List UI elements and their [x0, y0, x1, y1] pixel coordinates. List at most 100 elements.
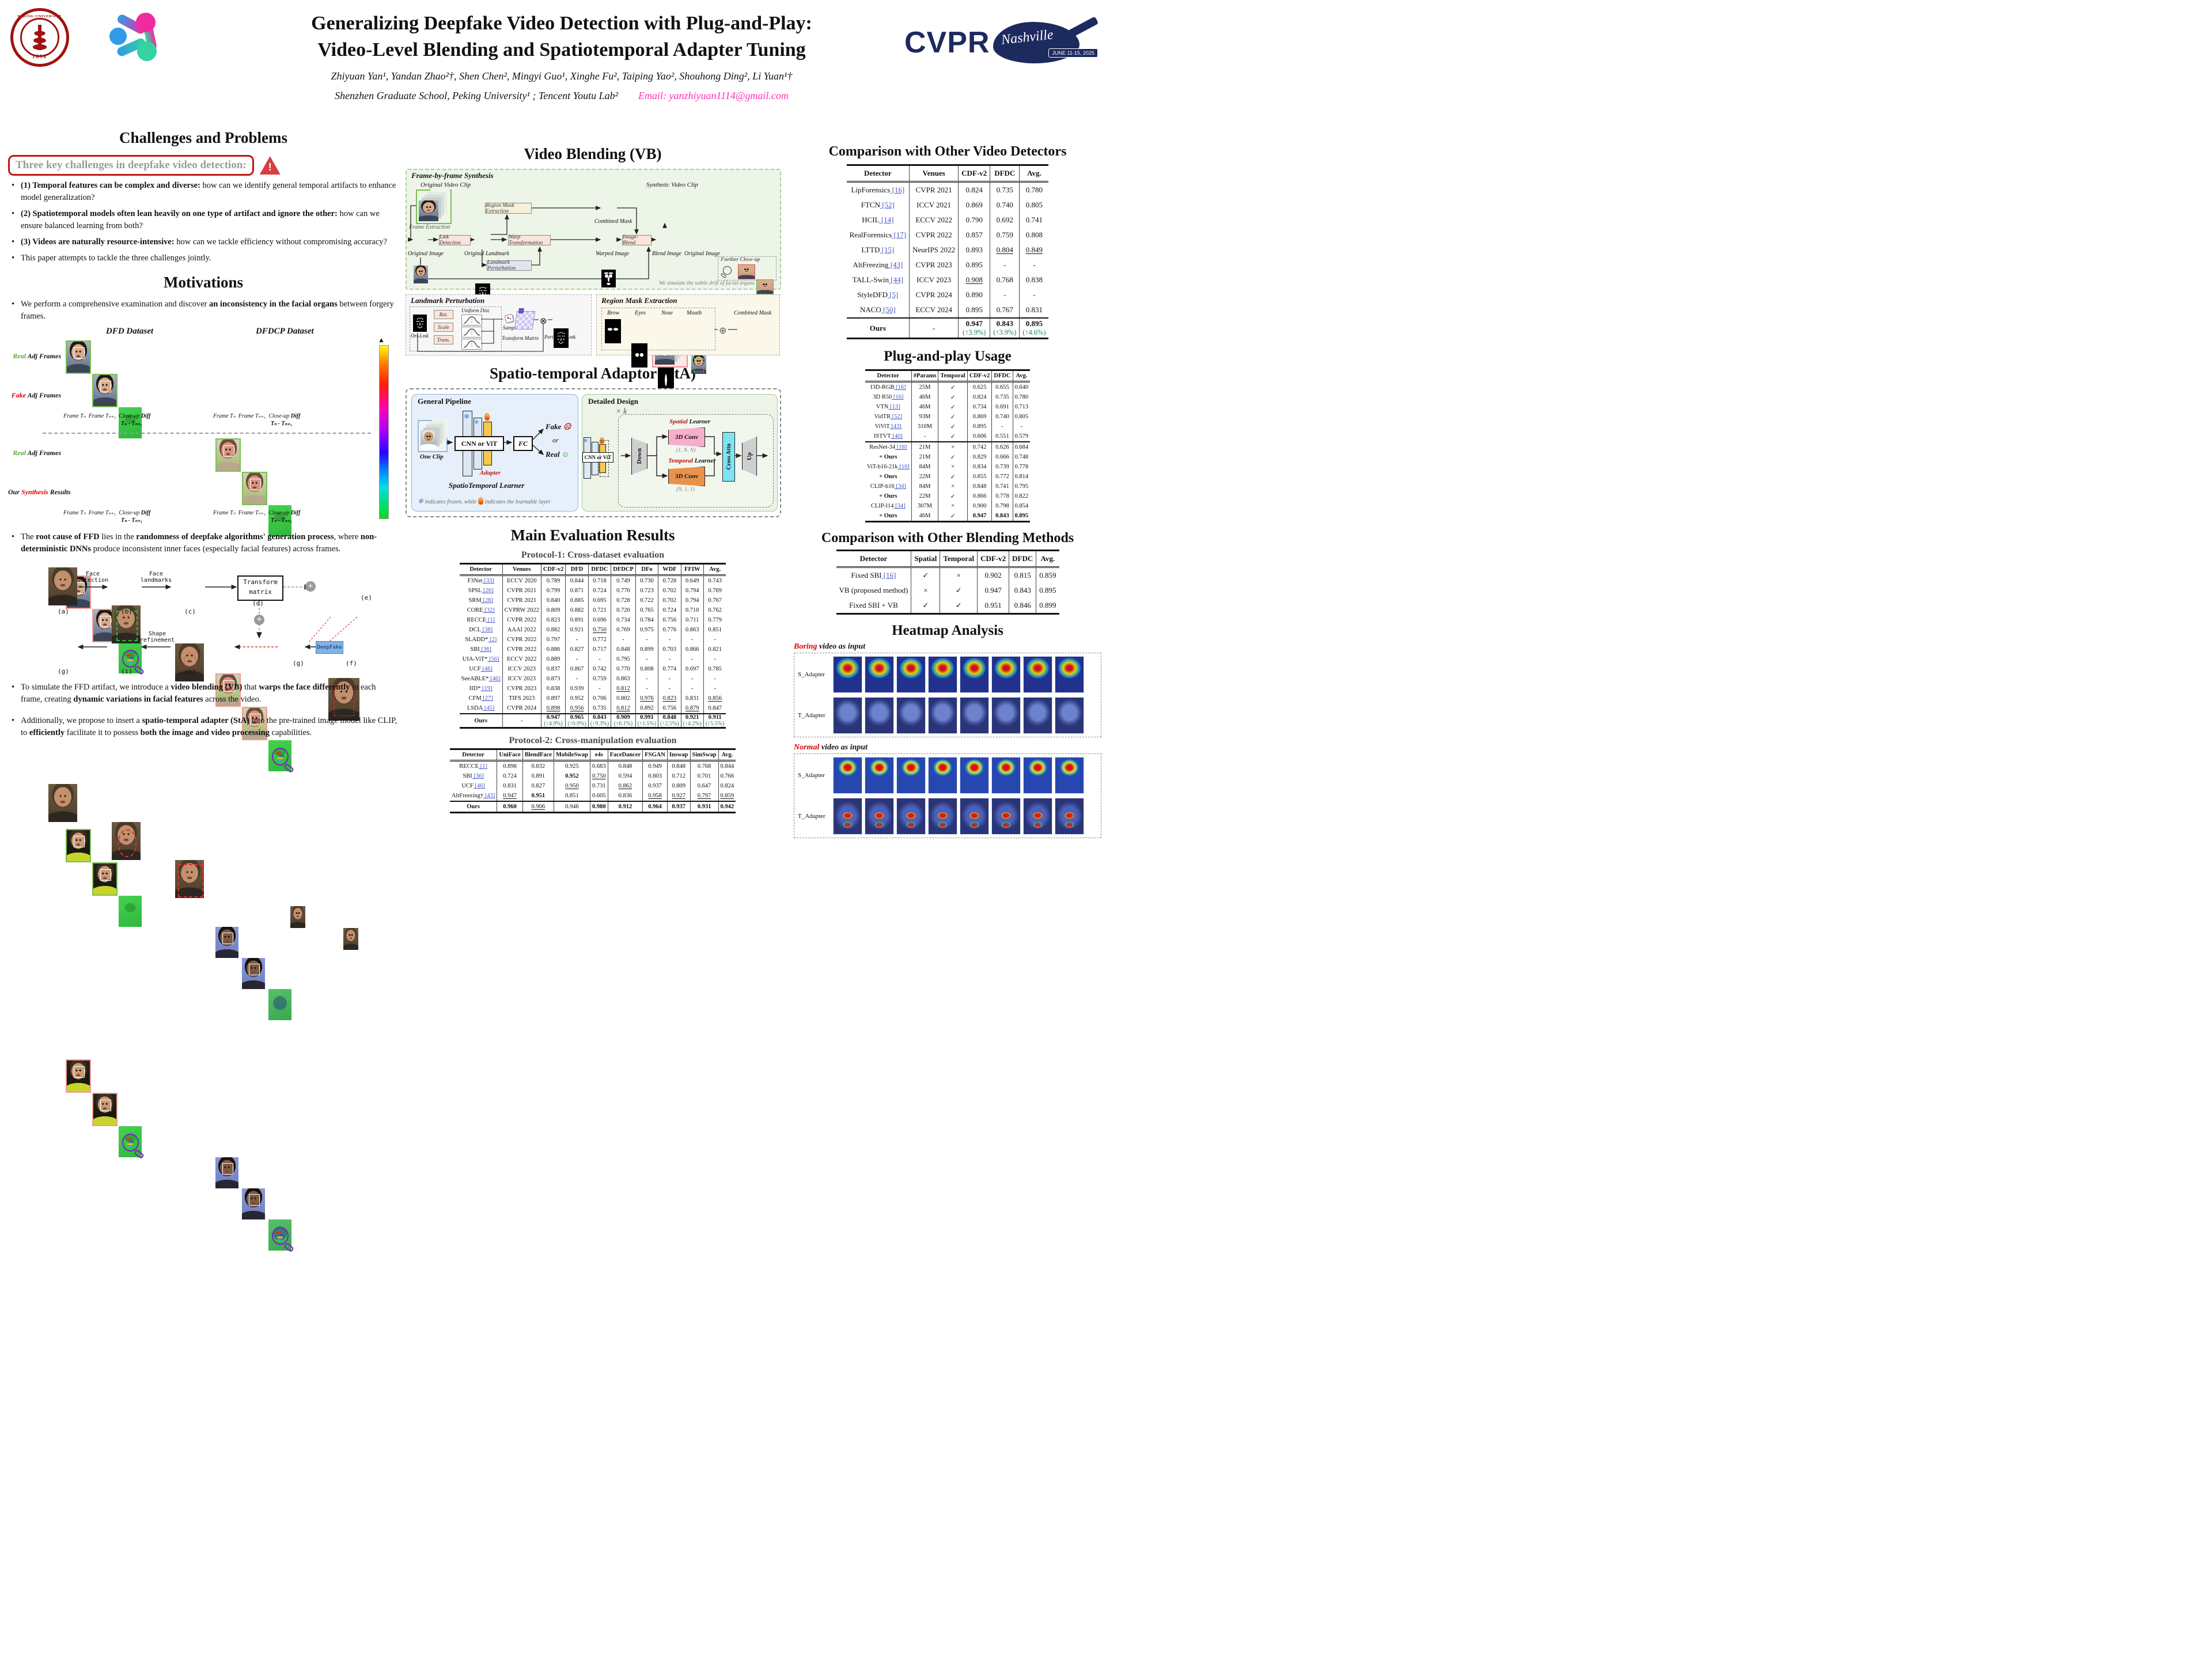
citation-ref[interactable]: [38] [481, 627, 493, 633]
citation-ref[interactable]: [10] [897, 464, 910, 470]
left-column: Challenges and Problems Three key challe… [8, 129, 399, 1253]
cell-value: - [599, 685, 601, 692]
citation-ref[interactable]: [34] [894, 483, 906, 490]
citation-ref[interactable]: [1] [486, 617, 495, 623]
caption-diff-sub: Tₙ - Tₙ₊₁ [121, 421, 143, 427]
table-row: AltFreezing† [43] 0.947 0.951 0.851 0.605 0.8… [450, 791, 736, 801]
cell-value: × [951, 483, 955, 490]
citation-ref[interactable]: [50] [881, 305, 896, 314]
citation-ref[interactable]: [16] [892, 394, 904, 400]
citation-ref[interactable]: [1] [479, 763, 487, 770]
cell-value: 0.921 [685, 714, 699, 721]
cell-value: CVPR 2022 [507, 637, 537, 643]
citation-ref[interactable]: [52] [880, 200, 895, 209]
citation-ref[interactable]: [16] [881, 571, 896, 579]
pipeline-label-b: (b) [121, 608, 132, 616]
cell-value: IID* [469, 685, 481, 692]
table-cell: - [680, 635, 704, 645]
table-cell: 0.795 [611, 654, 636, 664]
table-cell: 0.805 [1019, 198, 1049, 213]
citation-ref[interactable]: [14] [879, 215, 894, 224]
cell-value: 0.908 [965, 275, 983, 284]
improvement-value: (↑5.5%) [705, 721, 725, 727]
table-cell: 0.949 [642, 760, 668, 771]
text-segment: produce inconsistent inner faces (especi… [91, 544, 341, 554]
cell-value: LSDA [467, 705, 483, 711]
citation-ref[interactable]: [33] [482, 578, 494, 584]
pipeline-face-a [48, 567, 77, 606]
citation-ref[interactable]: [45] [483, 705, 495, 711]
citation-ref[interactable]: [46] [488, 676, 501, 682]
citation-ref[interactable]: [44] [889, 275, 903, 284]
table-cell: ViViT [43] [865, 422, 911, 431]
cell-value: StyleDFD [857, 290, 888, 299]
table-cell: 0.804 [990, 243, 1020, 257]
table-cell: - [703, 674, 726, 684]
citation-ref[interactable]: [17] [892, 230, 907, 239]
citation-ref[interactable]: [28] [481, 597, 493, 604]
table-cell: 0.772 [991, 472, 1013, 482]
eyes-mask-thumb [631, 343, 647, 368]
heatmap-frame [960, 656, 989, 693]
table-cell: 0.854 [1012, 501, 1031, 511]
table-cell: 0.696 [588, 615, 611, 625]
citation-ref[interactable]: [56] [487, 656, 499, 662]
cell-value: AltFreezing† [451, 793, 484, 799]
citation-ref[interactable]: [27] [481, 695, 493, 702]
region-mask-extraction-panel: Region Mask Extraction Brow Eyes Nose Mo… [596, 294, 780, 440]
caption-diff-sub: Tₙ - Tₙ₊₁ [121, 517, 143, 524]
table-cell: ViT-b16-21k [10] [865, 462, 911, 472]
cvpr-logo-text: CVPR [904, 26, 990, 59]
email-text[interactable]: Email: yanzhiyuan1114@gmail.com [638, 90, 789, 101]
citation-ref[interactable]: [43] [889, 423, 902, 430]
cnn-or-vit-box-2: CNN or ViT [582, 452, 613, 463]
citation-ref[interactable]: [15] [880, 245, 895, 254]
cell-value: - [1020, 423, 1023, 430]
citation-ref[interactable]: [36] [472, 773, 484, 779]
cell-value: 0.666 [995, 454, 1009, 460]
citation-ref[interactable]: [43] [888, 260, 903, 269]
citation-ref[interactable]: [32] [483, 607, 495, 613]
cell-value: 0.885 [570, 597, 584, 604]
table-row: DCL [38] AAAI 2022 0.882 0.921 0.750 0.769 0.9… [460, 625, 726, 635]
table-cell: - [680, 654, 704, 664]
cell-value: 0.892 [640, 705, 654, 711]
citation-ref[interactable]: [19] [480, 685, 493, 692]
table-row: VidTR [52] 93M ✓ 0.869 0.740 0.805 [865, 412, 1031, 422]
citation-ref[interactable]: [18] [895, 444, 907, 450]
citation-ref[interactable]: [52] [890, 414, 903, 420]
table-cell: 0.855 [967, 472, 992, 482]
citation-ref[interactable]: [34] [893, 503, 906, 509]
or-label: or [552, 436, 559, 444]
cell-value: - [646, 676, 648, 682]
citation-ref[interactable]: [5] [888, 290, 899, 299]
cell-value: 0.848 [618, 763, 632, 770]
citation-ref[interactable]: [46] [473, 783, 485, 789]
cell-value: ✓ [955, 601, 962, 609]
cell-value: - [714, 676, 716, 682]
diff-thumb-anomaly [268, 740, 294, 774]
vb-heading: Video Blending (VB) [524, 145, 662, 162]
citation-ref[interactable]: [13] [888, 404, 900, 410]
text-segment: Close-up [119, 510, 141, 517]
heatmap-row: T_Adapter [798, 697, 1097, 734]
citation-ref[interactable]: [43] [483, 793, 495, 799]
cell-value: 0.756 [662, 705, 677, 711]
cell-value: 0.844 [720, 763, 734, 770]
citation-ref[interactable]: [16] [890, 185, 905, 194]
table-cell: 0.831 [497, 781, 523, 791]
cell-value: 84M [919, 464, 931, 470]
table-header-cell: Detector [449, 749, 497, 762]
s-adapter-label: S_Adapter [798, 772, 825, 779]
citation-ref[interactable]: [16] [894, 384, 906, 391]
citation-ref[interactable]: [36] [479, 646, 491, 653]
table-cell: - [658, 684, 681, 694]
cell-value: 0.902 [984, 571, 1002, 579]
table-cell: 0.606 [967, 431, 992, 442]
table-cell: - [1012, 422, 1031, 431]
citation-ref[interactable]: [46] [480, 666, 493, 672]
table-cell: 0.626 [991, 441, 1013, 452]
citation-ref[interactable]: [2] [488, 637, 497, 643]
citation-ref[interactable]: [40] [891, 433, 903, 440]
citation-ref[interactable]: [26] [482, 588, 494, 594]
